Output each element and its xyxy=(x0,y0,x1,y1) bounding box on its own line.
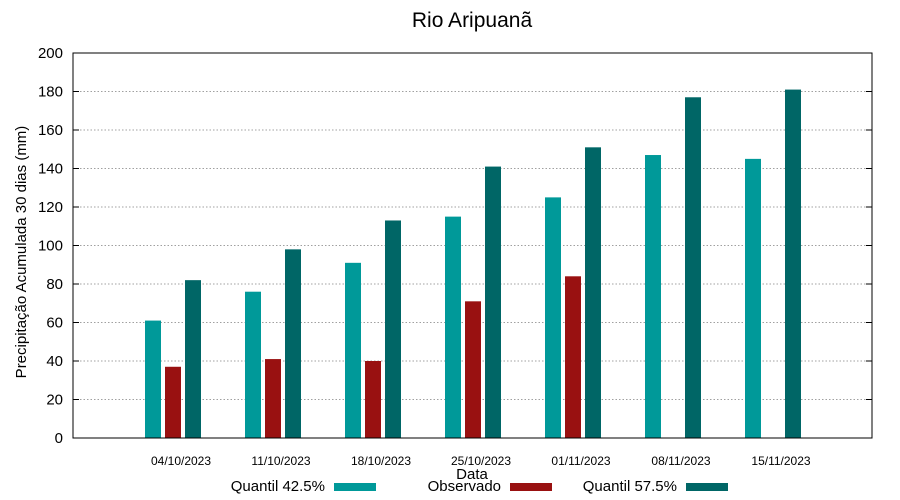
x-tick-label: 01/11/2023 xyxy=(551,454,610,468)
bar xyxy=(785,89,801,438)
y-tick-label: 20 xyxy=(46,392,63,409)
bar xyxy=(745,158,761,438)
bar xyxy=(565,276,581,438)
bar xyxy=(465,301,481,438)
bar xyxy=(345,262,361,438)
legend-swatch xyxy=(510,483,552,491)
y-tick-label: 80 xyxy=(46,276,63,293)
y-tick-label: 100 xyxy=(38,238,63,255)
y-tick-label: 160 xyxy=(38,122,63,139)
bar xyxy=(365,361,381,438)
legend-label: Quantil 42.5% xyxy=(231,478,325,495)
bar xyxy=(165,366,181,438)
bar xyxy=(685,97,701,439)
y-tick-label: 140 xyxy=(38,161,63,178)
bar xyxy=(485,166,501,438)
legend-swatch xyxy=(334,483,376,491)
y-tick-label: 200 xyxy=(38,45,63,62)
y-ticks: 0 20 40 60 80 100 120 140 160 180 200 xyxy=(38,45,872,447)
x-tick-label: 18/10/2023 xyxy=(351,454,411,468)
y-tick-label: 180 xyxy=(38,84,63,101)
bar xyxy=(285,249,301,438)
bar xyxy=(385,220,401,438)
bar xyxy=(185,280,201,438)
x-tick-label: 15/11/2023 xyxy=(751,454,810,468)
x-ticks: 04/10/2023 11/10/2023 18/10/2023 25/10/2023… xyxy=(151,454,811,468)
bar xyxy=(245,291,261,438)
x-tick-label: 11/10/2023 xyxy=(251,454,310,468)
bar xyxy=(545,197,561,438)
x-tick-label: 25/10/2023 xyxy=(451,454,511,468)
bar xyxy=(145,320,161,438)
y-axis-label: Precipitação Acumulada 30 dias (mm) xyxy=(13,126,30,379)
y-tick-label: 40 xyxy=(46,353,63,370)
legend-swatch xyxy=(686,483,728,491)
y-tick-label: 60 xyxy=(46,315,63,332)
bar xyxy=(585,147,601,438)
y-tick-label: 0 xyxy=(55,430,63,447)
bar xyxy=(645,155,661,438)
x-tick-label: 04/10/2023 xyxy=(151,454,211,468)
bar xyxy=(265,359,281,438)
bars xyxy=(145,89,801,439)
legend: Quantil 42.5% Observado Quantil 57.5% xyxy=(231,478,728,495)
legend-label: Quantil 57.5% xyxy=(583,478,677,495)
grid xyxy=(73,91,872,400)
x-axis-label: Data xyxy=(456,466,488,483)
bar xyxy=(445,216,461,438)
chart-title: Rio Aripuanã xyxy=(412,9,533,32)
y-tick-label: 120 xyxy=(38,199,63,216)
x-tick-label: 08/11/2023 xyxy=(651,454,710,468)
legend-label: Observado xyxy=(428,478,501,495)
